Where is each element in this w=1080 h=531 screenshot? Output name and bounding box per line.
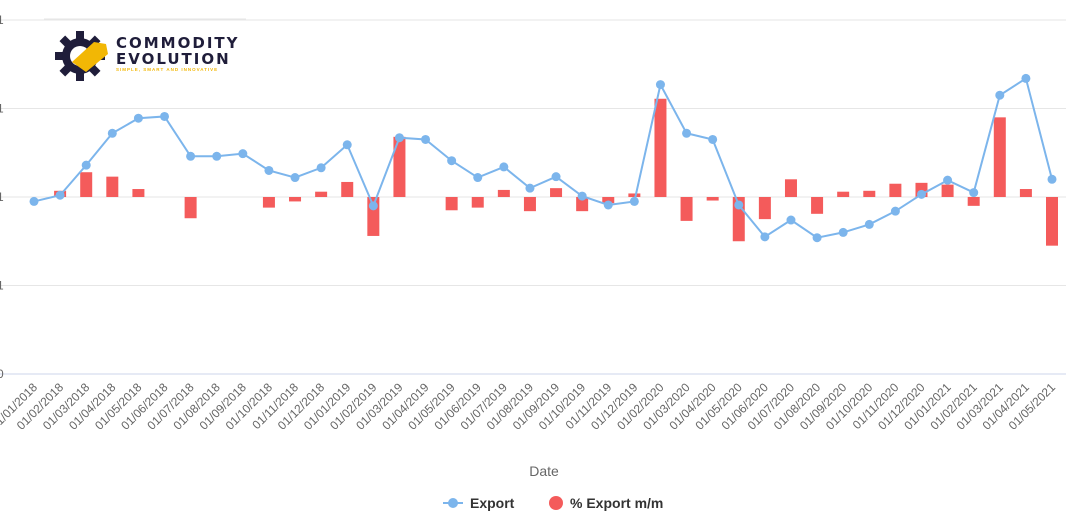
logo: COMMODITY EVOLUTION SIMPLE, SMART AND IN… xyxy=(54,30,244,82)
line-point xyxy=(394,133,404,143)
line-point xyxy=(916,189,926,199)
line-point xyxy=(890,206,900,216)
bar xyxy=(315,191,328,197)
bar xyxy=(393,136,406,197)
bar xyxy=(471,197,484,208)
line-point xyxy=(368,201,378,211)
line-point xyxy=(1047,174,1057,184)
bar xyxy=(132,189,145,197)
line-point xyxy=(473,173,483,183)
bar xyxy=(680,197,693,221)
line-point xyxy=(655,80,665,90)
line-point xyxy=(81,160,91,170)
legend-pct-label: % Export m/m xyxy=(570,495,663,511)
line-point xyxy=(55,190,65,200)
line-point xyxy=(212,151,222,161)
bar xyxy=(967,197,980,206)
y-tick-label: 1 xyxy=(0,13,4,27)
legend-export-marker xyxy=(448,498,458,508)
export-line xyxy=(33,76,1053,239)
line-point xyxy=(969,188,979,198)
bar xyxy=(654,98,667,197)
line-point xyxy=(786,215,796,225)
line-point xyxy=(264,165,274,175)
line-point xyxy=(133,113,143,123)
bar xyxy=(289,197,302,202)
bar xyxy=(602,197,615,204)
bar xyxy=(837,191,850,197)
bar xyxy=(889,183,902,197)
bar xyxy=(758,197,771,220)
bar xyxy=(863,190,876,197)
line-point xyxy=(995,90,1005,100)
line-point xyxy=(943,175,953,185)
line-point xyxy=(864,219,874,229)
y-tick-label: 1 xyxy=(0,102,4,116)
logo-line2: EVOLUTION xyxy=(116,50,231,68)
bar xyxy=(341,181,354,197)
legend-pct-marker xyxy=(549,496,563,510)
line-point xyxy=(316,163,326,173)
legend-export-label: Export xyxy=(470,495,515,511)
bar xyxy=(550,188,563,197)
line-point xyxy=(577,191,587,201)
line-point xyxy=(525,183,535,193)
bar xyxy=(523,197,536,212)
line-point xyxy=(342,140,352,150)
line-point xyxy=(603,200,613,210)
line-point xyxy=(734,200,744,210)
bar xyxy=(993,117,1006,197)
logo-tagline: SIMPLE, SMART AND INNOVATIVE xyxy=(116,67,219,72)
bar xyxy=(184,197,197,219)
bar xyxy=(1046,197,1058,246)
line-point xyxy=(421,134,431,144)
y-tick-label: 1 xyxy=(0,190,4,204)
line-point xyxy=(1021,73,1031,83)
logo-line1: COMMODITY xyxy=(116,34,240,52)
bar xyxy=(1019,189,1032,197)
line-point xyxy=(812,233,822,243)
y-tick-label: 1 xyxy=(0,279,4,293)
line-point xyxy=(760,232,770,242)
bar xyxy=(941,184,954,197)
line-point xyxy=(186,151,196,161)
bar xyxy=(628,193,641,197)
bar xyxy=(811,197,824,214)
line-point xyxy=(682,128,692,138)
bar xyxy=(497,189,510,197)
x-axis-title: Date xyxy=(529,463,559,479)
bar xyxy=(80,172,93,197)
line-point xyxy=(551,172,561,182)
line-point xyxy=(447,156,457,166)
bar xyxy=(106,176,119,197)
bar xyxy=(576,197,589,212)
line-point xyxy=(708,134,718,144)
line-point xyxy=(107,128,117,138)
line-point xyxy=(238,149,248,159)
line-point xyxy=(29,196,39,206)
line-point xyxy=(629,196,639,206)
bar xyxy=(784,179,797,197)
line-point xyxy=(290,173,300,183)
bar xyxy=(262,197,275,208)
line-point xyxy=(838,227,848,237)
bar xyxy=(706,197,719,201)
bar xyxy=(445,197,458,211)
line-point xyxy=(499,162,509,172)
y-tick-label: 0 xyxy=(0,367,4,381)
line-point xyxy=(160,111,170,121)
gear-logo-icon xyxy=(55,31,108,81)
